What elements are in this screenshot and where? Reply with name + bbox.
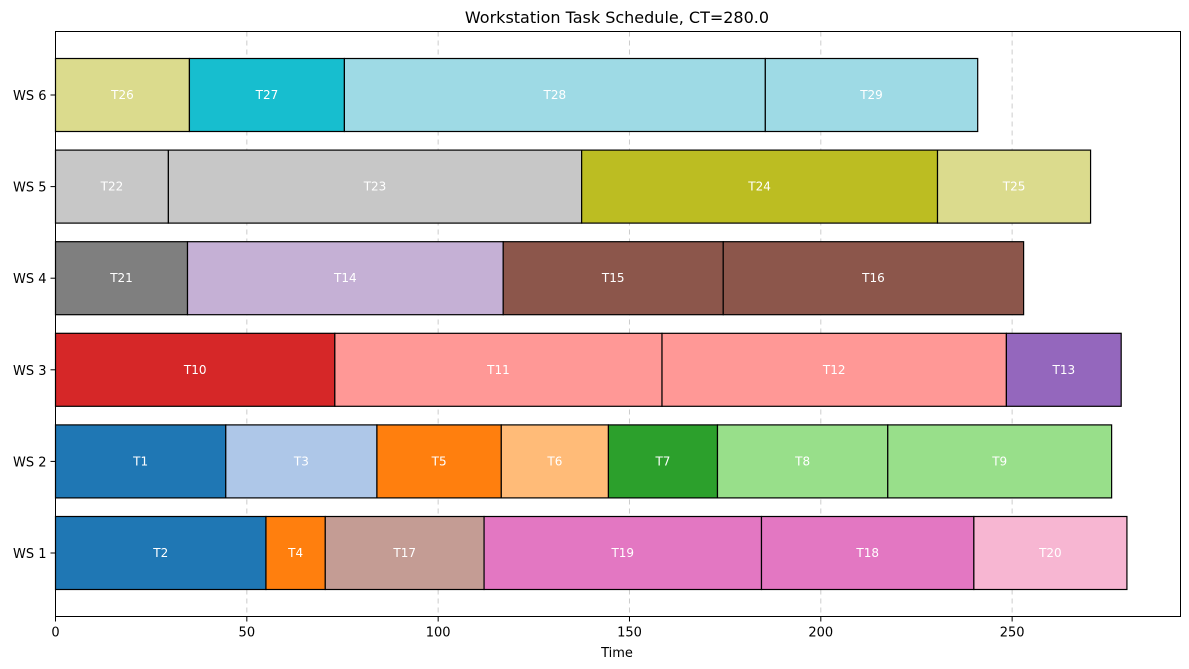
x-tick-label: 250 xyxy=(1000,626,1025,641)
task-bar xyxy=(54,332,336,407)
task-label: T2 xyxy=(152,546,168,560)
y-axis: WS 1 WS 2 WS 3 WS 4 WS 5 WS 6 xyxy=(13,89,56,562)
task-bar xyxy=(54,57,191,133)
task-bar xyxy=(607,424,719,499)
task-bar xyxy=(167,149,583,224)
task-bar xyxy=(973,515,1128,591)
task-bar xyxy=(54,515,267,591)
task-label: T17 xyxy=(392,546,416,560)
x-tick-label: 200 xyxy=(808,626,833,641)
y-tick-label: WS 5 xyxy=(13,181,47,196)
y-tick-label: WS 1 xyxy=(13,547,47,562)
y-tick-label: WS 2 xyxy=(13,455,47,470)
task-label: T12 xyxy=(822,363,846,377)
task-bar xyxy=(502,241,724,316)
task-bar xyxy=(188,57,346,133)
task-label: T19 xyxy=(610,546,634,560)
task-bar xyxy=(887,424,1113,499)
y-tick-label: WS 3 xyxy=(13,364,47,379)
task-label: T6 xyxy=(546,454,562,468)
task-label: T22 xyxy=(100,180,124,194)
task-bar xyxy=(186,241,504,316)
x-tick-label: 100 xyxy=(426,626,451,641)
task-label: T25 xyxy=(1002,180,1026,194)
task-label: T23 xyxy=(363,180,387,194)
task-bar xyxy=(936,149,1092,224)
task-label: T16 xyxy=(861,271,885,285)
task-label: T20 xyxy=(1038,546,1062,560)
task-label: T21 xyxy=(109,271,133,285)
x-axis: 0 50 100 150 200 250 xyxy=(51,616,1025,641)
x-axis-label: Time xyxy=(600,646,633,661)
x-tick-label: 0 xyxy=(51,626,59,641)
workstation-row: T10 T11 T12 T13 xyxy=(54,332,1122,407)
task-bar xyxy=(376,424,502,499)
task-bar xyxy=(716,424,889,499)
task-label: T29 xyxy=(859,88,883,102)
task-label: T24 xyxy=(747,180,771,194)
task-label: T11 xyxy=(486,363,510,377)
x-tick-label: 50 xyxy=(239,626,256,641)
task-bar xyxy=(500,424,610,499)
workstation-row: T2 T4 T17 T19 T18 T20 xyxy=(54,515,1128,591)
task-label: T1 xyxy=(132,454,148,468)
task-label: T10 xyxy=(183,363,207,377)
task-label: T4 xyxy=(287,546,303,560)
task-label: T26 xyxy=(110,88,134,102)
task-bar xyxy=(722,241,1025,316)
task-bar xyxy=(343,57,766,133)
workstation-row: T1 T3 T5 T6 T7 T8 T9 xyxy=(54,424,1113,499)
task-label: T14 xyxy=(333,271,357,285)
workstation-row: T21 T14 T15 T16 xyxy=(54,241,1025,316)
task-label: T27 xyxy=(255,88,279,102)
plot-frame xyxy=(55,31,1181,617)
chart-title: Workstation Task Schedule, CT=280.0 xyxy=(465,8,769,27)
task-bar xyxy=(265,515,326,591)
task-bar xyxy=(581,149,939,224)
task-bar xyxy=(54,241,189,316)
task-label: T9 xyxy=(991,454,1007,468)
task-label: T15 xyxy=(601,271,625,285)
task-label: T8 xyxy=(794,454,810,468)
task-label: T5 xyxy=(431,454,447,468)
workstation-row: T26 T27 T28 T29 xyxy=(54,57,979,133)
task-bar xyxy=(760,515,975,591)
task-bar xyxy=(483,515,763,591)
task-bar xyxy=(54,149,169,224)
task-bar xyxy=(1005,332,1122,407)
y-tick-label: WS 6 xyxy=(13,89,47,104)
task-bar xyxy=(324,515,485,591)
task-label: T7 xyxy=(654,454,670,468)
task-label: T3 xyxy=(293,454,309,468)
task-bar xyxy=(764,57,979,133)
task-bar xyxy=(661,332,1007,407)
y-tick-label: WS 4 xyxy=(13,272,47,287)
task-label: T28 xyxy=(543,88,567,102)
workstation-row: T22 T23 T24 T25 xyxy=(54,149,1092,224)
x-tick-label: 150 xyxy=(617,626,642,641)
task-label: T18 xyxy=(855,546,879,560)
task-label: T13 xyxy=(1051,363,1075,377)
